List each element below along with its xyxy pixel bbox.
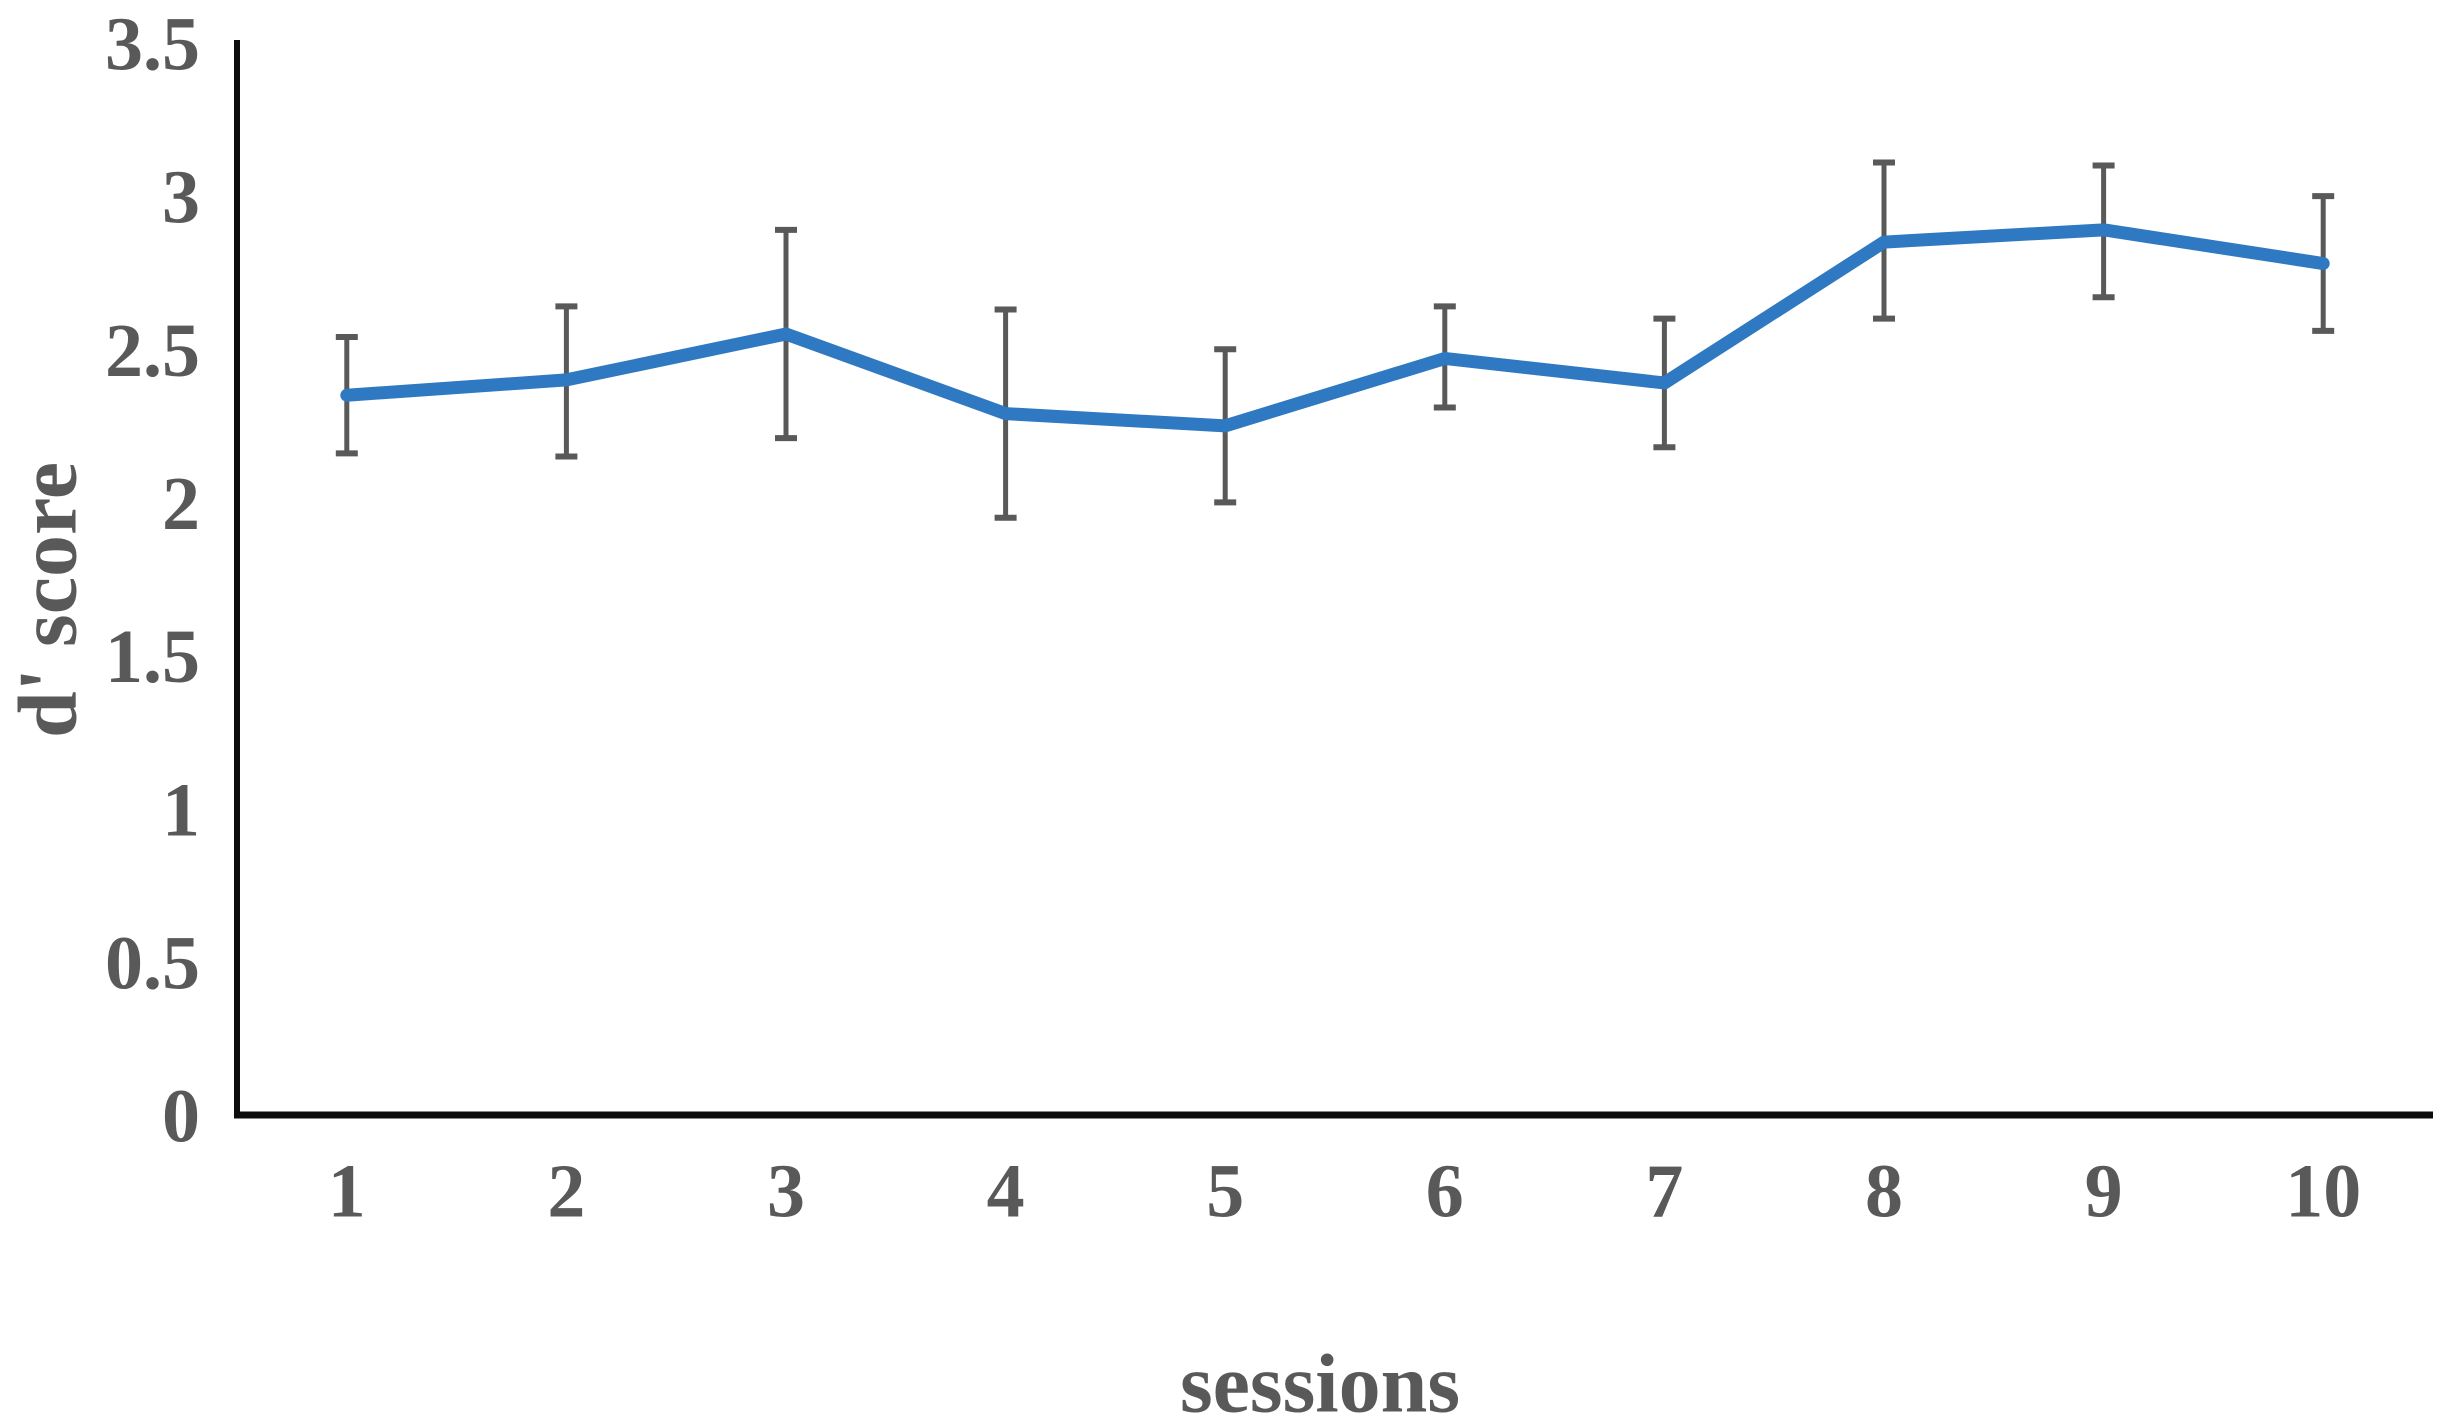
x-tick-label: 3 (767, 1150, 805, 1234)
x-tick-label: 10 (2285, 1150, 2361, 1234)
y-tick-label: 3.5 (105, 3, 200, 87)
plot-area: 0 0.5 1 1.5 2 2.5 3 3.5 1 2 3 4 5 6 7 8 9 10 (105, 3, 2433, 1234)
x-tick-label: 1 (328, 1150, 366, 1234)
x-tick-label: 8 (1865, 1150, 1903, 1234)
y-tick-label: 2 (162, 462, 200, 546)
y-tick-label: 0 (162, 1075, 200, 1159)
x-tick-label: 6 (1426, 1150, 1464, 1234)
y-tick-label: 0.5 (105, 921, 200, 1005)
y-tick-label: 2.5 (105, 309, 200, 393)
y-tick-label: 1 (162, 768, 200, 852)
x-tick-label: 2 (547, 1150, 585, 1234)
x-axis-title: sessions (1180, 1337, 1460, 1426)
y-tick-label: 3 (162, 156, 200, 240)
x-tick-label: 5 (1206, 1150, 1244, 1234)
x-tick-label: 9 (2085, 1150, 2123, 1234)
y-tick-label: 1.5 (105, 615, 200, 699)
data-line (340, 223, 2330, 433)
y-axis-title: d' score (1, 462, 94, 738)
x-tick-label: 4 (987, 1150, 1025, 1234)
x-tick-label: 7 (1645, 1150, 1683, 1234)
